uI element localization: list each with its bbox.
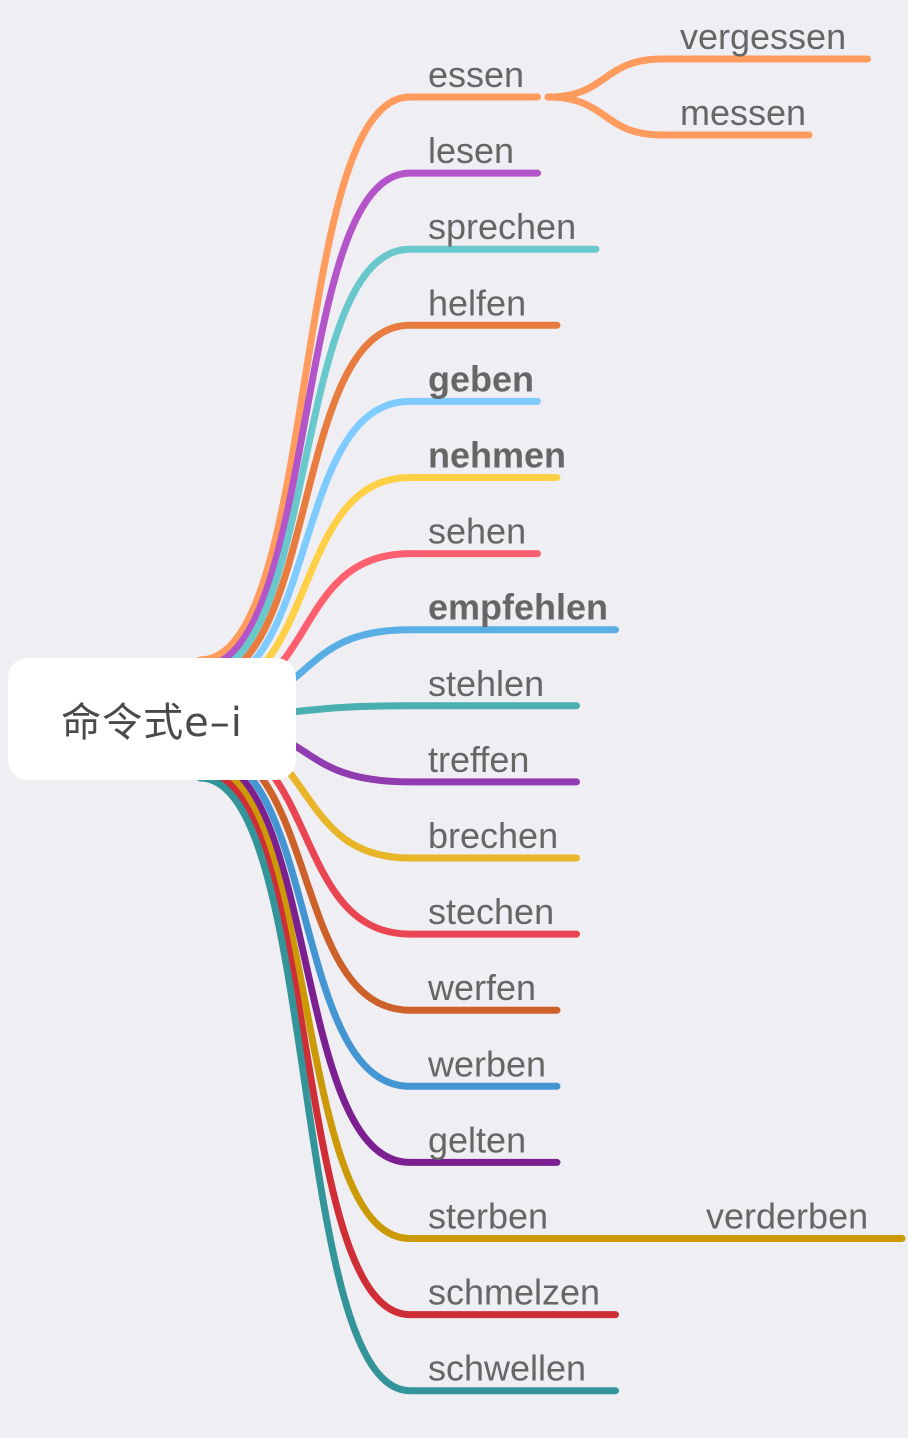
branch-label-sehen[interactable]: sehen xyxy=(428,511,526,552)
branch-label-stechen[interactable]: stechen xyxy=(428,891,554,932)
root-topic-label: 命令式e–i xyxy=(61,700,243,746)
branch-label-sterben[interactable]: sterben xyxy=(428,1196,548,1237)
branch-label-stehlen[interactable]: stehlen xyxy=(428,663,544,704)
branch-label-sprechen[interactable]: sprechen xyxy=(428,206,576,247)
sub-branch-label-messen[interactable]: messen xyxy=(680,92,806,133)
branch-label-empfehlen[interactable]: empfehlen xyxy=(428,587,608,628)
branch-label-gelten[interactable]: gelten xyxy=(428,1119,526,1160)
branch-label-werben[interactable]: werben xyxy=(427,1043,546,1084)
branch-connector-sterben xyxy=(196,760,580,1242)
branch-connector-gelten xyxy=(196,753,561,1166)
sub-branch-connector-messen xyxy=(544,93,813,139)
branch-label-schmelzen[interactable]: schmelzen xyxy=(428,1272,600,1313)
edges-layer xyxy=(196,55,906,1395)
branch-connector-essen xyxy=(196,93,541,664)
branch-connector-schwellen xyxy=(196,774,619,1395)
branch-label-werfen[interactable]: werfen xyxy=(427,967,536,1008)
sub-branch-label-verderben[interactable]: verderben xyxy=(706,1196,868,1237)
branch-connector-lesen xyxy=(196,169,541,671)
branch-label-treffen[interactable]: treffen xyxy=(428,739,529,780)
branch-label-lesen[interactable]: lesen xyxy=(428,130,514,171)
branch-label-helfen[interactable]: helfen xyxy=(428,282,526,323)
branch-label-essen[interactable]: essen xyxy=(428,54,524,95)
branch-label-nehmen[interactable]: nehmen xyxy=(428,435,566,476)
branch-label-brechen[interactable]: brechen xyxy=(428,815,558,856)
branch-connector-schmelzen xyxy=(196,767,619,1319)
labels-layer: essen vergessen messen lesen sprechen helfen g… xyxy=(427,16,868,1389)
sub-branch-label-vergessen[interactable]: vergessen xyxy=(680,16,846,57)
branch-label-geben[interactable]: geben xyxy=(428,358,534,399)
root-topic[interactable]: 命令式e–i xyxy=(8,658,296,780)
branch-label-schwellen[interactable]: schwellen xyxy=(428,1348,586,1389)
branch-connector-sprechen xyxy=(196,245,600,678)
